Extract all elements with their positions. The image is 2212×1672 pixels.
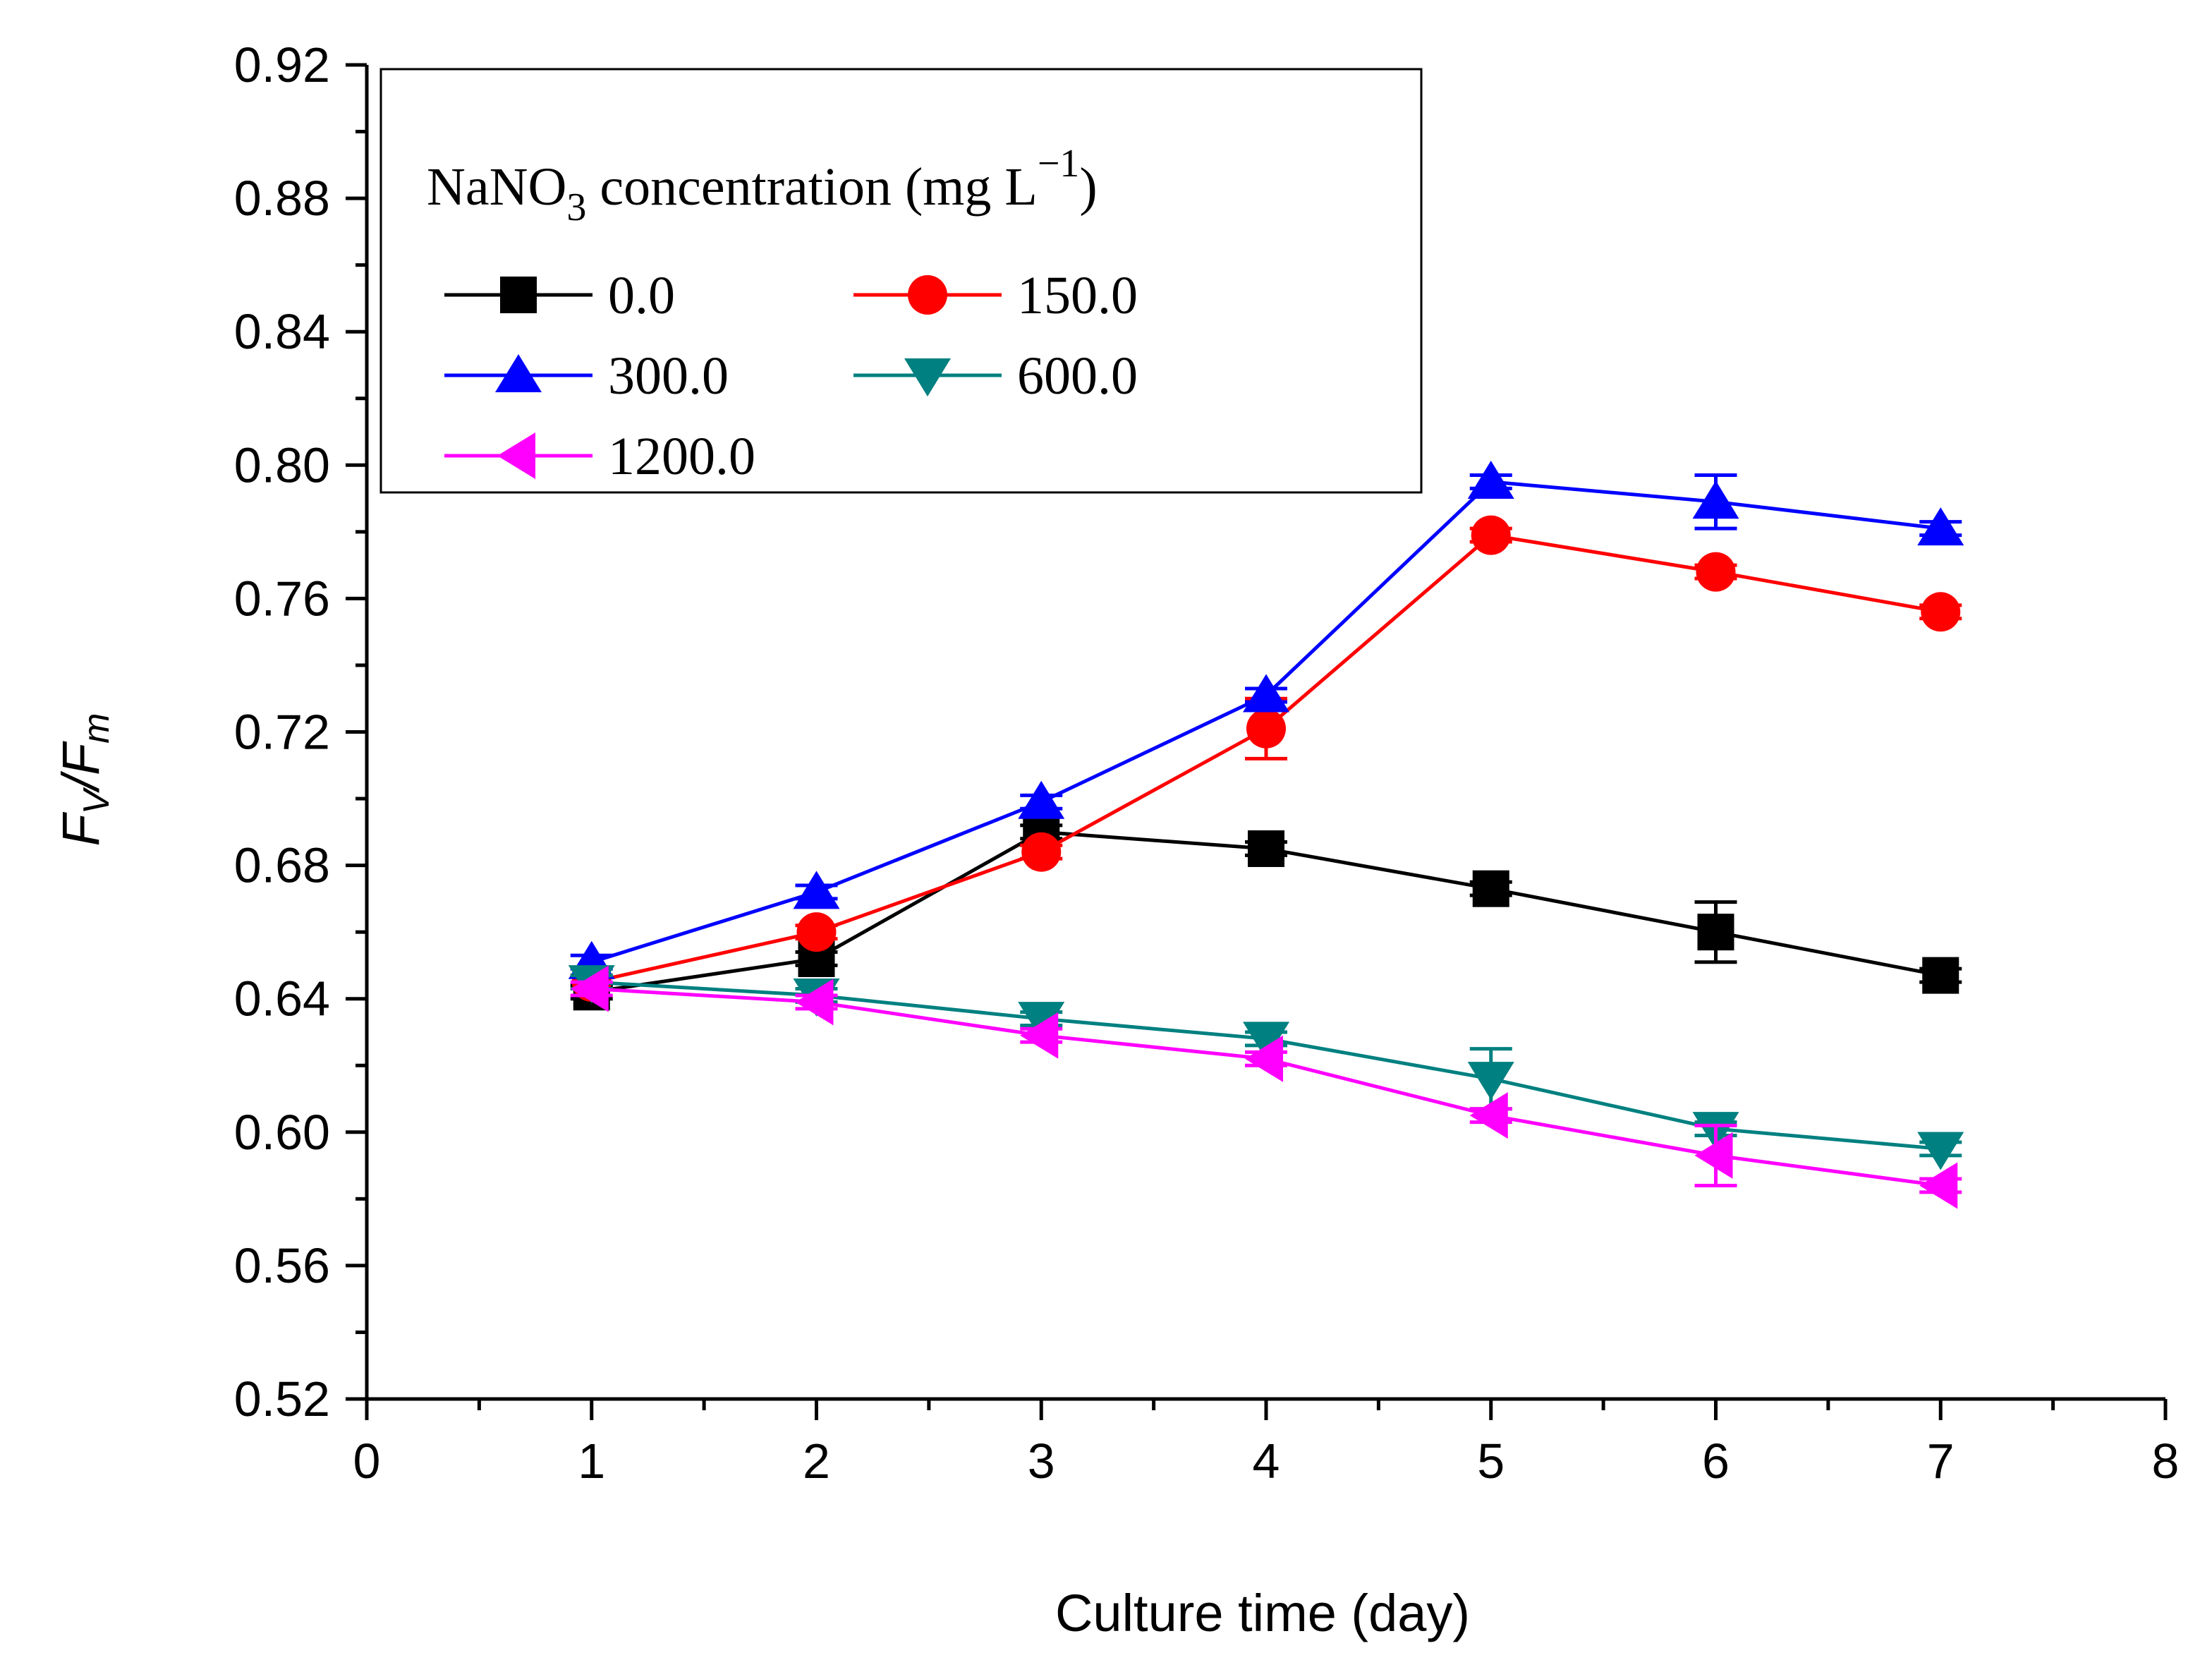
legend-label: 600.0 [1017, 346, 1138, 406]
x-tick-label: 1 [578, 1434, 605, 1489]
series-layer [568, 460, 1964, 1209]
y-tick-label: 0.52 [234, 1371, 330, 1426]
x-tick-label: 5 [1477, 1434, 1505, 1489]
y-tick-label: 0.68 [234, 838, 330, 893]
data-point [1696, 552, 1736, 592]
y-axis-ticks: 0.52 0.56 0.60 0.64 0.68 0.72 0.76 0.80 0.84 0.88… [234, 37, 367, 1426]
y-tick-label: 0.84 [234, 304, 330, 359]
x-tick-label: 2 [803, 1434, 830, 1489]
data-point [1917, 1132, 1964, 1170]
data-point [1020, 1012, 1059, 1059]
legend-entry-600.0: 600.0 [853, 346, 1138, 406]
y-tick-label: 0.72 [234, 705, 330, 760]
y-axis-title: FV/Fm [51, 713, 117, 847]
data-point [796, 912, 837, 952]
series-150.0 [570, 515, 1962, 1002]
legend-entries: 0.0 150.0 300.0 600.0 1200.0 [444, 266, 1138, 486]
data-point [1692, 480, 1739, 519]
data-point [795, 979, 834, 1026]
x-tick-label: 8 [2152, 1434, 2180, 1489]
data-point [1018, 780, 1065, 819]
legend-box [379, 68, 1423, 494]
y-tick-label: 0.60 [234, 1105, 330, 1160]
legend-entry-0.0: 0.0 [444, 266, 675, 325]
x-tick-label: 4 [1253, 1434, 1280, 1489]
legend-entry-300.0: 300.0 [444, 346, 729, 406]
x-tick-label: 3 [1028, 1434, 1055, 1489]
data-point [1917, 507, 1964, 546]
legend-entry-150.0: 150.0 [853, 266, 1138, 325]
legend-marker [904, 358, 951, 396]
data-point [1919, 1162, 1958, 1209]
legend-entry-1200.0: 1200.0 [444, 427, 755, 486]
legend-label: 1200.0 [608, 427, 755, 486]
x-axis-title: Culture time (day) [1055, 1584, 1470, 1642]
legend: NaNO3 concentration (mg L−1) 0.0 150.0 300… [379, 68, 1423, 494]
data-point [1245, 1035, 1283, 1082]
data-point [1472, 870, 1509, 907]
legend-marker [497, 432, 535, 479]
y-tick-label: 0.64 [234, 971, 330, 1026]
y-tick-label: 0.80 [234, 437, 330, 492]
legend-marker [500, 277, 537, 313]
data-point [570, 965, 609, 1012]
legend-marker [908, 275, 947, 315]
data-point [1921, 592, 1961, 632]
legend-label: 300.0 [608, 346, 729, 406]
y-tick-label: 0.92 [234, 37, 330, 92]
series-300.0 [568, 460, 1964, 979]
data-point [1243, 674, 1289, 713]
data-point [1697, 914, 1734, 951]
legend-marker [495, 354, 542, 392]
series-0.0 [570, 813, 1962, 1011]
x-tick-label: 7 [1927, 1434, 1955, 1489]
data-point [793, 871, 840, 909]
data-point [1021, 832, 1062, 872]
data-point [1467, 1062, 1514, 1101]
series-line [591, 987, 1941, 1187]
data-point [1246, 708, 1286, 749]
y-tick-label: 0.76 [234, 571, 330, 626]
y-tick-label: 0.56 [234, 1238, 330, 1293]
data-point [1471, 515, 1511, 555]
data-point [1694, 1132, 1733, 1179]
data-point [1469, 1092, 1508, 1139]
y-tick-label: 0.88 [234, 171, 330, 226]
data-point [1467, 460, 1514, 499]
legend-label: 150.0 [1017, 266, 1138, 325]
data-point [1922, 957, 1959, 994]
data-point [1243, 1022, 1289, 1060]
legend-label: 0.0 [608, 266, 675, 325]
x-axis-ticks: 0 1 2 3 4 5 6 7 8 [353, 1399, 2180, 1489]
x-tick-label: 0 [353, 1434, 381, 1489]
x-tick-label: 6 [1702, 1434, 1730, 1489]
data-point [1018, 1002, 1065, 1041]
series-1200.0 [570, 965, 1962, 1209]
data-point [1248, 830, 1284, 867]
legend-title: NaNO3 concentration (mg L−1) [427, 142, 1098, 229]
